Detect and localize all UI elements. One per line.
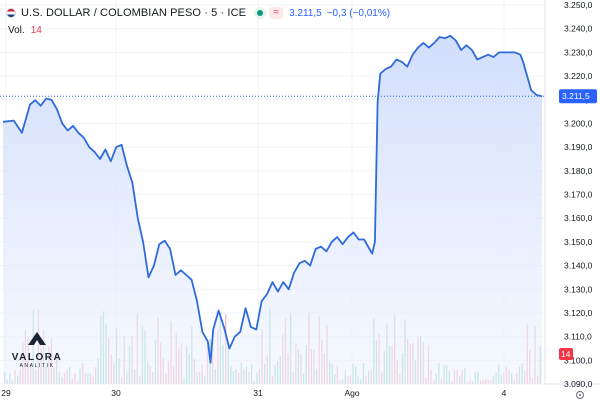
volume-badge: 14 [559,348,573,360]
price-tick-label: 3.180,0 [564,166,593,176]
price-tick-label: 3.190,0 [564,142,593,152]
time-tick-label: 29 [1,388,11,398]
volume-legend: Vol. 14 [8,25,42,36]
last-price-label: 3.211,5 [559,89,597,104]
price-tick-label: 3.120,0 [564,308,593,318]
time-tick-label: 30 [111,388,121,398]
price-area [3,35,542,385]
price-tick-label: 3.090,0 [564,379,593,389]
price-tick-label: 3.220,0 [564,71,593,81]
price-tick-label: 3.140,0 [564,261,593,271]
time-tick-label: 31 [253,388,263,398]
flag-icon [6,8,16,18]
price-tick-label: 3.240,0 [564,24,593,34]
last-price: 3.211,5 [289,7,322,19]
price-tick-label: 3.170,0 [564,190,593,200]
volume-label: Vol. [8,25,25,36]
price-tick-label: 3.200,0 [564,118,593,128]
price-tick-label: 3.160,0 [564,213,593,223]
price-tick-label: 3.100,0 [564,355,593,365]
symbol-title[interactable]: U.S. DOLLAR / COLOMBIAN PESO · 5 · ICE [21,7,247,19]
volume-badge-text: 14 [561,349,571,359]
price-change: −0,3 (−0,01%) [326,7,391,19]
price-tick-label: 3.250,0 [564,0,593,10]
live-status-icon [254,7,267,19]
volume-value: 14 [30,25,42,36]
price-tick-label: 3.230,0 [564,47,593,57]
price-tick-label: 3.150,0 [564,237,593,247]
chart-header: U.S. DOLLAR / COLOMBIAN PESO · 5 · ICE ≈… [6,5,390,21]
last-price-label-text: 3.211,5 [562,91,590,101]
valora-logo-icon [28,332,46,345]
time-tick-label: 4 [502,388,507,398]
compare-icon[interactable]: ≈ [269,7,284,19]
price-tick-label: 3.110,0 [564,332,592,342]
price-line [2,34,543,364]
time-tick-label: Ago [344,388,359,398]
time-axis[interactable]: 29 30 31 Ago 4 [1,388,506,398]
price-tick-label: 3.130,0 [564,284,593,294]
watermark-name: VALORA [11,352,63,363]
valora-watermark: VALORA ANALITIK [9,330,65,369]
watermark-sub: ANALITIK [19,363,55,369]
settings-icon[interactable] [576,391,584,399]
price-axis[interactable]: 3.250,03.240,03.230,03.220,03.210,03.200… [544,0,593,389]
